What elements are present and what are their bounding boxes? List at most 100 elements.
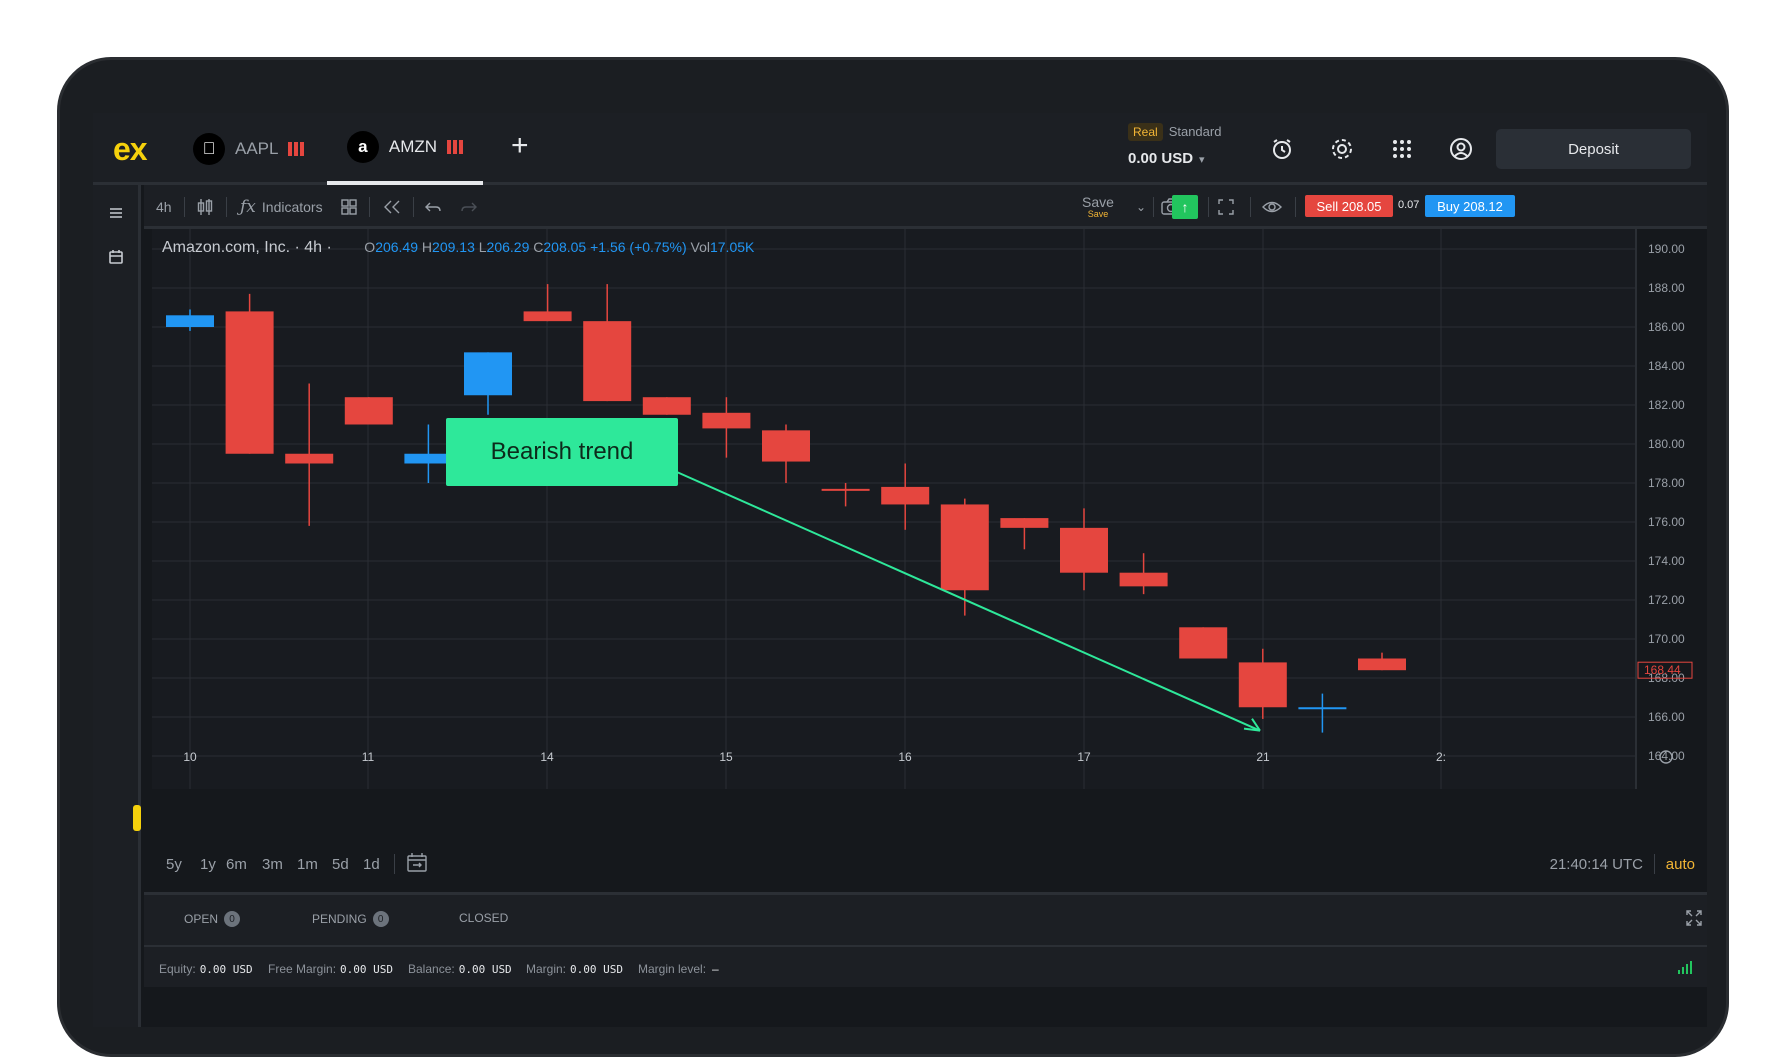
timeframe-1y[interactable]: 1y (200, 855, 216, 873)
high-value: 209.13 (432, 239, 475, 255)
candle-body (881, 486, 930, 505)
timeframe-6m[interactable]: 6m (226, 855, 247, 873)
buy-button[interactable]: Buy 208.12 (1425, 195, 1515, 217)
save-button[interactable]: Save Save (1082, 185, 1114, 229)
candle-body (642, 397, 691, 415)
timeframe-1d[interactable]: 1d (363, 855, 380, 873)
tab-amzn[interactable]: a AMZN (327, 113, 483, 185)
x-tick-label: 16 (898, 750, 912, 764)
price-tag-box (1637, 661, 1693, 679)
candle-body (1358, 658, 1406, 671)
calendar-icon[interactable] (108, 249, 124, 265)
chevron-down-icon[interactable]: ⌄ (1136, 200, 1147, 214)
amazon-icon: a (346, 131, 379, 163)
fullscreen-icon[interactable] (1217, 198, 1235, 216)
candle-body (464, 352, 512, 396)
tab-label: CLOSED (459, 911, 509, 925)
price-tag-label: 168.44 (1644, 663, 1681, 677)
save-sublabel: Save (1087, 208, 1109, 219)
timeframe-1m[interactable]: 1m (297, 855, 318, 873)
x-tick-label: 11 (362, 750, 375, 764)
candle-body (702, 412, 751, 429)
candle-body (225, 311, 274, 454)
volume-value: 17.05K (709, 239, 755, 255)
free-margin-label: Free Margin: (268, 962, 337, 976)
account-selector[interactable]: Real Standard 0.00 USD ▾ (1128, 123, 1221, 167)
divider (1654, 854, 1655, 874)
timeframe-5d[interactable]: 5d (332, 855, 349, 873)
positions-panel: OPEN 0 PENDING 0 CLOSED (144, 892, 1707, 948)
redo-icon[interactable] (460, 198, 478, 216)
deposit-button[interactable]: Deposit (1496, 129, 1691, 169)
chart-canvas[interactable]: 190.00 188.00 186.00 184.00 182.00 180.00 178.… (144, 229, 1707, 839)
candlestick-type-icon[interactable] (196, 197, 214, 217)
y-tick-label: 188.00 (1648, 281, 1685, 295)
x-tick-label: 15 (719, 750, 733, 764)
tab-label: OPEN (184, 912, 219, 926)
price-chart[interactable]: 190.00 188.00 186.00 184.00 182.00 180.00 178.… (144, 229, 1707, 839)
eye-icon[interactable] (1261, 198, 1283, 216)
tab-label: AAPL (235, 139, 279, 158)
timeframe-3m[interactable]: 3m (262, 855, 283, 873)
expand-icon[interactable] (1685, 909, 1703, 927)
rewind-icon[interactable] (382, 198, 402, 216)
trading-app: ex  AAPL a AMZN + Real Standard 0.00 USD… (93, 113, 1707, 1027)
date-range-icon[interactable] (406, 852, 428, 874)
timeframe-bar: 5y 1y 6m 3m 1m 5d 1d 21:40:14 UTC auto (144, 839, 1707, 889)
candle-body (762, 430, 810, 462)
account-type: Standard (1168, 124, 1222, 139)
collapse-handle[interactable] (133, 805, 141, 831)
axis-settings-icon[interactable] (1659, 750, 1673, 764)
balance-label: Balance: (408, 962, 455, 976)
candle-body (583, 321, 632, 402)
open-label: O (364, 239, 376, 255)
apps-grid-icon[interactable] (1388, 135, 1416, 163)
indicators-button[interactable]: ƒx Indicators (240, 185, 323, 229)
alarm-icon[interactable] (1268, 135, 1296, 163)
bearish-trend-annotation[interactable]: Bearish trend (446, 418, 678, 486)
x-tick-label: 2: (1436, 750, 1446, 764)
y-tick-label: 184.00 (1648, 359, 1685, 373)
open-value: 206.49 (375, 239, 419, 255)
margin-level-label: Margin level: (638, 962, 707, 976)
y-tick-label: 190.00 (1648, 242, 1685, 256)
tab-aapl[interactable]:  AAPL (193, 113, 305, 185)
connection-signal-icon (1678, 961, 1692, 974)
y-tick-label: 178.00 (1648, 476, 1685, 490)
change-value: +1.56 (+0.75%) (590, 239, 687, 255)
auto-scale-toggle[interactable]: auto (1665, 855, 1695, 873)
tab-pending[interactable]: PENDING 0 (312, 911, 389, 927)
equity-value: 0.00 USD (199, 963, 253, 976)
close-label: C (533, 239, 544, 255)
candle-body (404, 453, 453, 464)
candle-body (344, 397, 393, 425)
chevron-down-icon: ▾ (1199, 154, 1205, 166)
tab-label: AMZN (388, 137, 438, 156)
user-profile-icon[interactable] (1447, 135, 1475, 163)
candle-body (523, 311, 572, 322)
trend-arrow-head (1243, 718, 1261, 732)
timeframe-5y[interactable]: 5y (166, 855, 182, 873)
timeframe-button[interactable]: 4h (156, 199, 172, 215)
candle-body (821, 488, 870, 491)
margin-value: 0.00 USD (570, 963, 623, 976)
tab-closed[interactable]: CLOSED (459, 911, 508, 925)
y-tick-label: 186.00 (1648, 320, 1685, 334)
x-tick-label: 10 (183, 750, 197, 764)
undo-icon[interactable] (424, 198, 442, 216)
low-label: L (478, 239, 487, 255)
candle-body (285, 453, 334, 464)
account-balance: 0.00 USD (1128, 150, 1194, 167)
settings-gear-icon[interactable] (1328, 135, 1356, 163)
sell-button[interactable]: Sell 208.05 (1305, 195, 1393, 217)
tab-open[interactable]: OPEN 0 (184, 911, 241, 927)
volume-label: Vol (690, 239, 710, 255)
y-tick-label: 172.00 (1648, 593, 1685, 607)
arrow-up-icon[interactable]: ↑ (1172, 195, 1198, 219)
balance-value: 0.00 USD (458, 963, 512, 976)
list-icon[interactable] (108, 205, 124, 221)
add-tab-button[interactable]: + (511, 129, 529, 162)
y-tick-label: 180.00 (1648, 437, 1685, 451)
layout-grid-icon[interactable] (340, 198, 358, 216)
candle-body (1179, 627, 1228, 659)
